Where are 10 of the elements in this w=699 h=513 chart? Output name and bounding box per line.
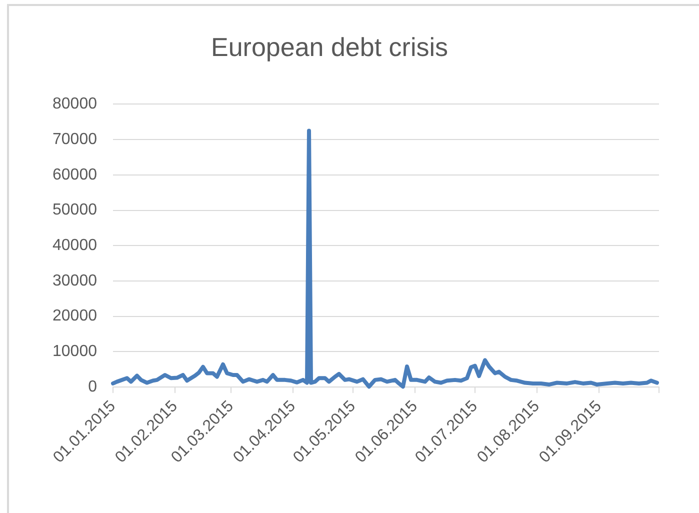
y-tick-label: 30000 xyxy=(52,272,98,290)
y-tick-label: 60000 xyxy=(52,166,98,184)
y-tick-label: 40000 xyxy=(52,237,98,254)
y-tick-label: 50000 xyxy=(52,202,98,219)
y-tick-label: 0 xyxy=(88,378,98,396)
y-tick-label: 70000 xyxy=(52,130,98,148)
y-tick-label: 80000 xyxy=(52,96,98,113)
y-tick-label: 10000 xyxy=(52,343,98,360)
chart-title: European debt crisis xyxy=(210,32,448,62)
y-tick-label: 20000 xyxy=(52,308,98,325)
